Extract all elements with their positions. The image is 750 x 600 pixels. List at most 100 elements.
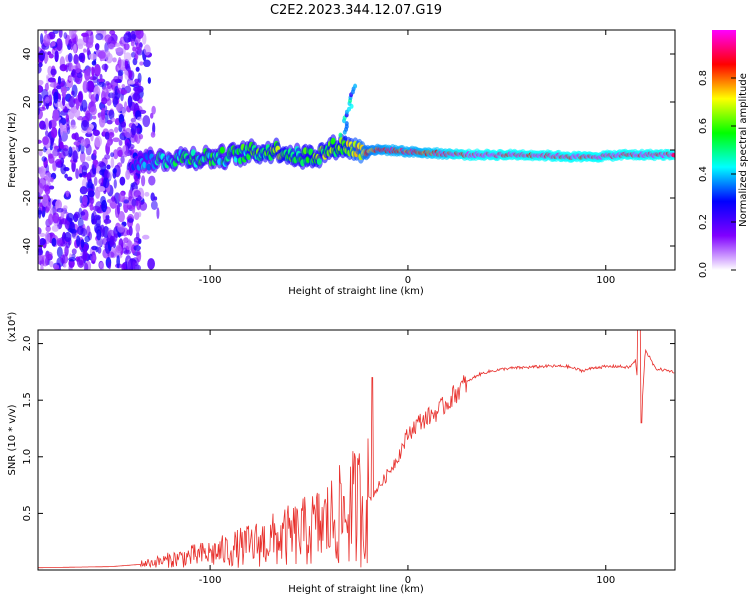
spectrogram-noise-cell xyxy=(106,82,112,90)
spectrogram-noise-cell xyxy=(101,63,109,71)
spectrogram-noise-cell xyxy=(92,129,100,137)
spectrogram-noise-cell xyxy=(41,156,47,162)
spectrogram-noise-cell xyxy=(39,238,46,246)
spectrogram-noise-cell xyxy=(88,53,97,60)
snr-xtick-label: 100 xyxy=(596,575,615,586)
spectrogram-noise-cell xyxy=(97,160,105,168)
spectrogram-noise-cell xyxy=(85,41,94,49)
spectrogram-noise-cell xyxy=(45,251,53,258)
spectrogram-noise-cell xyxy=(103,218,112,224)
spectrogram-noise-cell xyxy=(52,109,60,122)
spectrogram-ridge-cell xyxy=(671,152,675,158)
spectrogram-noise-cell xyxy=(139,61,144,66)
spectrogram-noise-cell xyxy=(64,245,69,257)
spectrogram-noise-cell xyxy=(42,146,47,153)
spectrogram-noise-cell xyxy=(106,140,112,147)
spectrogram-noise-cell xyxy=(78,207,83,220)
spectrogram-noise-cell xyxy=(97,50,106,59)
spectrogram-noise-cell xyxy=(76,235,81,247)
spectrogram-noise-cell xyxy=(127,218,134,223)
spectrogram-noise-cell xyxy=(60,86,68,94)
spectrogram-noise-cell xyxy=(89,197,95,205)
spectrogram-noise-cell xyxy=(111,195,116,202)
spectrogram-noise-cell xyxy=(71,228,77,238)
spectrogram-noise-cell xyxy=(56,85,61,90)
spectrogram-noise-cell xyxy=(91,60,97,66)
spectrogram-noise-cell xyxy=(117,149,124,158)
spectrogram-noise-cell xyxy=(47,77,56,83)
spectrogram-noise-cell xyxy=(112,149,119,160)
spectrogram-noise-cell xyxy=(93,63,101,77)
spectrogram-noise-cell xyxy=(73,108,81,118)
spectrogram-noise-cell xyxy=(104,131,110,140)
spectrogram-noise-cell xyxy=(68,96,76,108)
spectrogram-noise-cell xyxy=(97,78,105,83)
spectrogram-noise-cell xyxy=(66,176,73,181)
spectrogram-noise-cell xyxy=(100,107,106,121)
spectrogram-noise-cell xyxy=(77,90,84,103)
spectrogram-noise-cell xyxy=(133,245,141,251)
snr-frame xyxy=(37,329,676,571)
colorbar-tick-label: 0.2 xyxy=(698,214,709,230)
spectrogram-noise-cell xyxy=(126,229,131,236)
spectrogram-noise-cell xyxy=(130,123,137,136)
spectrogram-noise-cell xyxy=(150,200,158,210)
spectrogram-noise-cell xyxy=(112,137,120,143)
spectrogram-noise-cell xyxy=(93,176,98,187)
spectrogram-noise-cell xyxy=(50,137,54,147)
spectrogram-noise-cell xyxy=(138,238,142,245)
spectrogram-noise-cell xyxy=(119,176,126,186)
spectrogram-noise-cell xyxy=(135,231,140,241)
snr-ytick-label: 1.5 xyxy=(22,392,33,408)
spectrogram-noise-cell xyxy=(73,141,81,146)
spectrogram-noise-cell xyxy=(67,52,73,63)
spectrogram-noise-cell xyxy=(58,30,63,38)
spectrogram-noise-cell xyxy=(121,262,126,270)
spectrogram-noise-cell xyxy=(89,203,94,211)
spectrogram-noise-cell xyxy=(123,52,132,62)
spectrogram-noise-cell xyxy=(90,212,95,225)
spectrogram-noise-cell xyxy=(95,33,104,41)
spectrogram-noise-cell xyxy=(56,237,62,245)
spectrogram-noise-cell xyxy=(123,199,129,204)
spectrogram-noise-cell xyxy=(123,237,129,244)
spectrogram-noise-cell xyxy=(106,119,113,125)
spectrogram-noise-cell xyxy=(76,38,84,47)
spectrogram-noise-cell xyxy=(54,50,59,62)
spectrogram-noise-cell xyxy=(134,86,141,95)
spectrogram-noise-cell xyxy=(143,59,151,68)
spectrogram-noise-cell xyxy=(91,66,95,77)
spectrogram-noise-cell xyxy=(121,107,127,115)
spectrogram-noise-cell xyxy=(68,257,77,262)
spectrogram-noise-cell xyxy=(51,237,57,247)
spectrogram-noise-cell xyxy=(38,227,42,235)
spectrogram-ridge-cell xyxy=(316,158,322,166)
spectrogram-noise-cell xyxy=(38,209,42,215)
spectrogram-axes: -100 0 100 -40 -20 0 20 40 xyxy=(22,30,675,286)
spectrogram-noise-cell xyxy=(144,191,150,197)
spectrogram-noise-cell xyxy=(92,115,97,120)
spectrogram-noise-cell xyxy=(125,169,131,180)
spectrogram-noise-cell xyxy=(74,211,80,219)
spectrogram-noise-cell xyxy=(118,139,123,146)
spectrogram-noise-cell xyxy=(52,30,59,35)
spectrogram-noise-cell xyxy=(108,132,115,139)
spectrogram-noise-cell xyxy=(130,33,137,40)
spectrogram-noise-cell xyxy=(127,69,133,79)
spectrogram-noise-cell xyxy=(127,258,136,270)
spectrogram-noise-cell xyxy=(60,218,68,225)
spectrogram-ytick-label: 20 xyxy=(22,96,33,109)
spectrogram-noise-cell xyxy=(127,80,136,85)
spectrogram-noise-cell xyxy=(114,47,123,53)
spectrogram-noise-cell xyxy=(50,176,54,183)
spectrogram-noise-cell xyxy=(51,224,60,232)
spectrogram-noise-cell xyxy=(59,141,64,149)
spectrogram-noise-cell xyxy=(71,84,78,98)
spectrogram-noise-cell xyxy=(52,212,60,224)
spectrogram-ytick-label: -20 xyxy=(22,190,33,206)
spectrogram-noise-cell xyxy=(49,185,55,190)
spectrogram-noise-cell xyxy=(118,191,126,203)
spectrogram-noise-cell xyxy=(107,43,115,50)
spectrogram-noise-cell xyxy=(107,229,116,240)
spectrogram-noise-cell xyxy=(133,189,141,198)
